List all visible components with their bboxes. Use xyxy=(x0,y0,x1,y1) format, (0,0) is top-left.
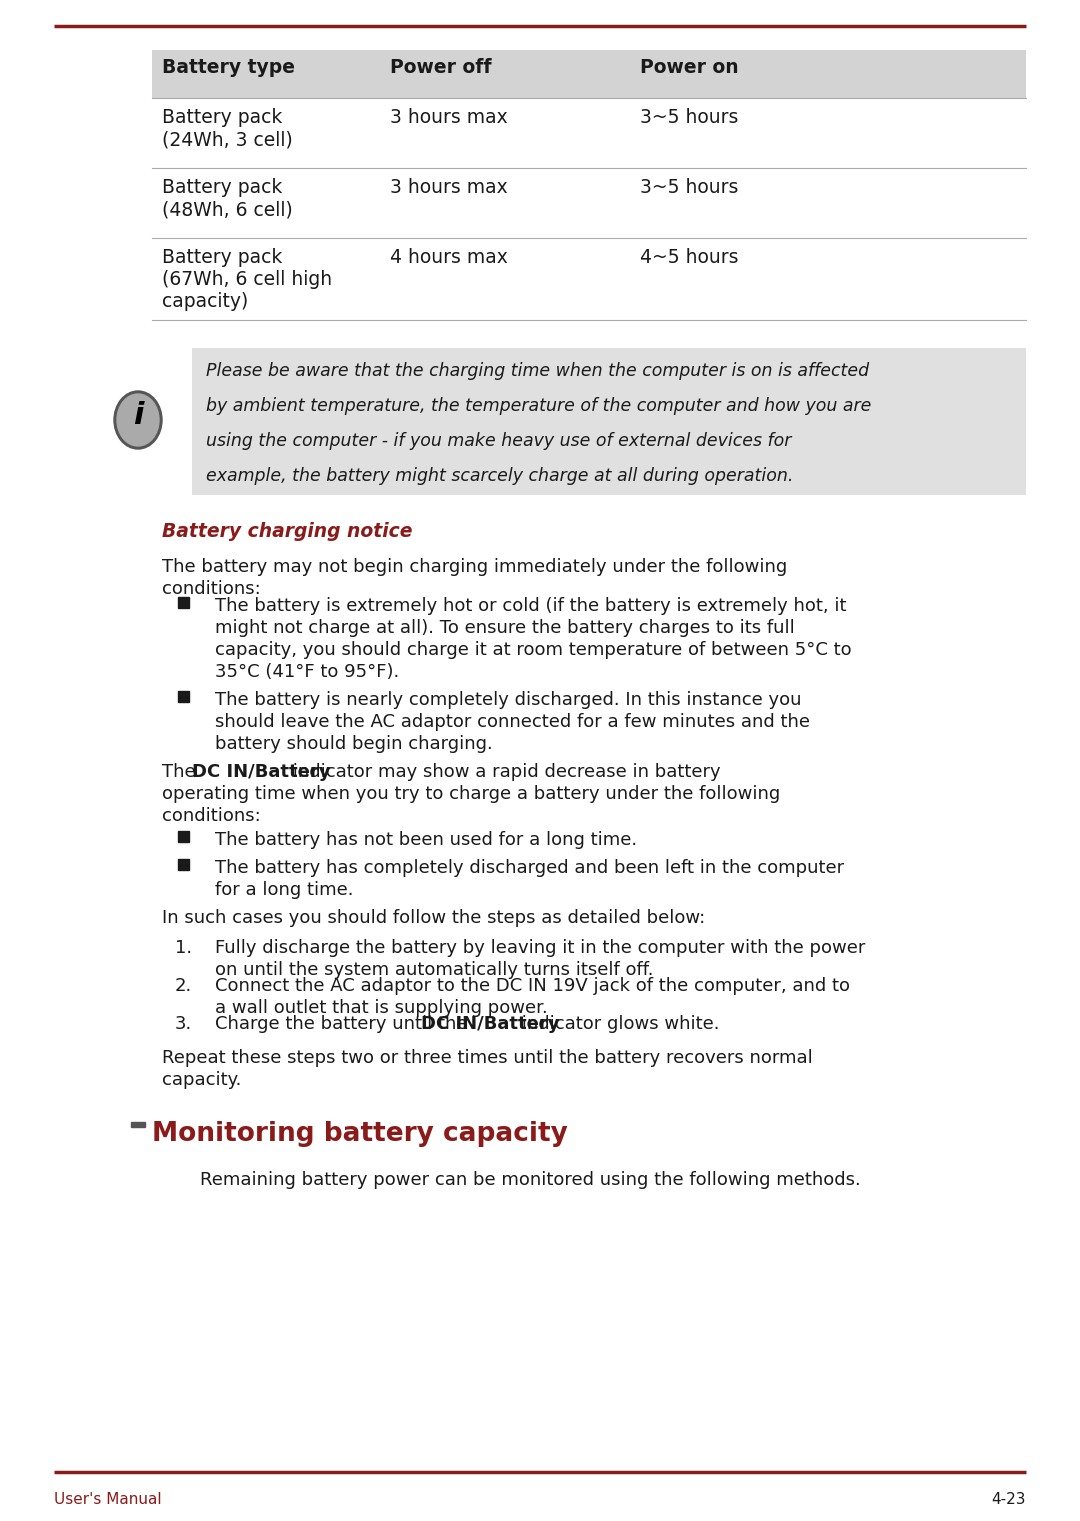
Text: 3.: 3. xyxy=(175,1015,192,1033)
Text: Please be aware that the charging time when the computer is on is affected: Please be aware that the charging time w… xyxy=(206,362,869,380)
Text: Charge the battery until the: Charge the battery until the xyxy=(215,1015,473,1033)
Text: The battery is extremely hot or cold (if the battery is extremely hot, it: The battery is extremely hot or cold (if… xyxy=(215,598,847,614)
Text: example, the battery might scarcely charge at all during operation.: example, the battery might scarcely char… xyxy=(206,467,794,485)
Text: might not charge at all). To ensure the battery charges to its full: might not charge at all). To ensure the … xyxy=(215,619,795,637)
Text: using the computer - if you make heavy use of external devices for: using the computer - if you make heavy u… xyxy=(206,432,792,450)
Text: for a long time.: for a long time. xyxy=(215,881,353,899)
Text: Remaining battery power can be monitored using the following methods.: Remaining battery power can be monitored… xyxy=(200,1171,861,1189)
Text: The battery is nearly completely discharged. In this instance you: The battery is nearly completely dischar… xyxy=(215,691,801,709)
Text: on until the system automatically turns itself off.: on until the system automatically turns … xyxy=(215,961,653,980)
Ellipse shape xyxy=(114,391,162,449)
Bar xyxy=(192,348,1026,494)
Text: User's Manual: User's Manual xyxy=(54,1492,162,1507)
Text: 2.: 2. xyxy=(175,976,192,995)
Text: Battery charging notice: Battery charging notice xyxy=(162,522,413,541)
Text: 35°C (41°F to 95°F).: 35°C (41°F to 95°F). xyxy=(215,663,400,681)
Text: 3~5 hours: 3~5 hours xyxy=(640,108,739,126)
Text: 3 hours max: 3 hours max xyxy=(390,178,508,198)
Text: capacity): capacity) xyxy=(162,292,248,310)
Text: (24Wh, 3 cell): (24Wh, 3 cell) xyxy=(162,129,293,149)
Text: Fully discharge the battery by leaving it in the computer with the power: Fully discharge the battery by leaving i… xyxy=(215,938,865,957)
Text: (48Wh, 6 cell): (48Wh, 6 cell) xyxy=(162,199,293,219)
Bar xyxy=(178,830,189,843)
Text: capacity, you should charge it at room temperature of between 5°C to: capacity, you should charge it at room t… xyxy=(215,640,852,659)
Ellipse shape xyxy=(117,394,159,446)
Text: 1.: 1. xyxy=(175,938,192,957)
Text: Battery type: Battery type xyxy=(162,58,295,78)
Text: DC IN/Battery: DC IN/Battery xyxy=(421,1015,559,1033)
Bar xyxy=(131,1122,145,1127)
Text: conditions:: conditions: xyxy=(162,580,260,598)
Text: Battery pack: Battery pack xyxy=(162,248,282,268)
Text: indicator glows white.: indicator glows white. xyxy=(516,1015,719,1033)
Text: The battery has not been used for a long time.: The battery has not been used for a long… xyxy=(215,830,637,849)
Text: capacity.: capacity. xyxy=(162,1071,241,1089)
Text: The battery may not begin charging immediately under the following: The battery may not begin charging immed… xyxy=(162,558,787,576)
Text: 3 hours max: 3 hours max xyxy=(390,108,508,126)
Text: DC IN/Battery: DC IN/Battery xyxy=(192,764,330,780)
Text: In such cases you should follow the steps as detailed below:: In such cases you should follow the step… xyxy=(162,910,705,926)
Text: Power off: Power off xyxy=(390,58,491,78)
Text: battery should begin charging.: battery should begin charging. xyxy=(215,735,492,753)
Text: 4 hours max: 4 hours max xyxy=(390,248,508,268)
Bar xyxy=(178,691,189,703)
Text: The: The xyxy=(162,764,201,780)
Text: should leave the AC adaptor connected for a few minutes and the: should leave the AC adaptor connected fo… xyxy=(215,713,810,732)
Text: by ambient temperature, the temperature of the computer and how you are: by ambient temperature, the temperature … xyxy=(206,397,872,415)
Text: operating time when you try to charge a battery under the following: operating time when you try to charge a … xyxy=(162,785,780,803)
Text: i: i xyxy=(133,400,144,429)
Text: a wall outlet that is supplying power.: a wall outlet that is supplying power. xyxy=(215,999,548,1018)
Text: 4~5 hours: 4~5 hours xyxy=(640,248,739,268)
Text: 4-23: 4-23 xyxy=(991,1492,1026,1507)
Text: Power on: Power on xyxy=(640,58,739,78)
Text: indicator may show a rapid decrease in battery: indicator may show a rapid decrease in b… xyxy=(287,764,720,780)
Text: 3~5 hours: 3~5 hours xyxy=(640,178,739,198)
Text: Connect the AC adaptor to the DC IN 19V jack of the computer, and to: Connect the AC adaptor to the DC IN 19V … xyxy=(215,976,850,995)
Text: (67Wh, 6 cell high: (67Wh, 6 cell high xyxy=(162,271,333,289)
Bar xyxy=(178,859,189,870)
Bar xyxy=(178,598,189,608)
Text: Battery pack: Battery pack xyxy=(162,178,282,198)
Text: Repeat these steps two or three times until the battery recovers normal: Repeat these steps two or three times un… xyxy=(162,1049,813,1068)
Bar xyxy=(152,50,1026,97)
Text: The battery has completely discharged and been left in the computer: The battery has completely discharged an… xyxy=(215,859,845,878)
Text: Monitoring battery capacity: Monitoring battery capacity xyxy=(152,1121,568,1147)
Text: conditions:: conditions: xyxy=(162,808,260,824)
Text: Battery pack: Battery pack xyxy=(162,108,282,126)
